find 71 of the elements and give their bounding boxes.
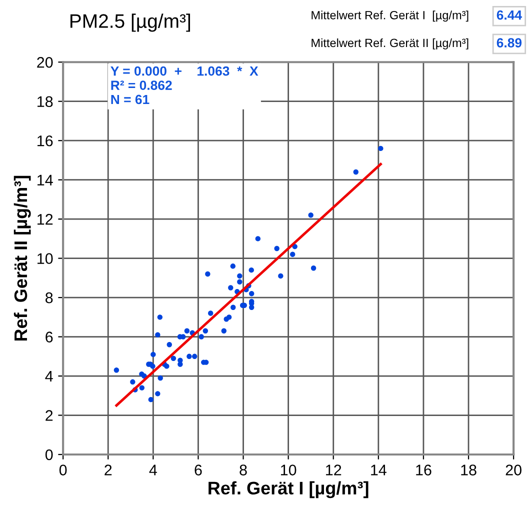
y-tick-label: 8 <box>46 292 53 304</box>
point <box>290 252 296 257</box>
annotation: R² = 0.862 <box>111 80 172 90</box>
x-tick-label: 6 <box>194 464 202 476</box>
x-tick-label: 16 <box>416 464 432 476</box>
annotation: Y = 0.000 + 1.063 * X <box>110 66 258 76</box>
point <box>378 146 384 152</box>
point <box>310 266 316 271</box>
point <box>155 391 160 396</box>
y-tick-label: 16 <box>38 135 53 146</box>
text: Mittelwert Ref. Gerät I [µg/m³] <box>312 10 468 22</box>
point <box>130 379 136 385</box>
point <box>192 354 198 360</box>
point <box>230 304 236 310</box>
point <box>228 285 234 290</box>
point <box>114 368 120 373</box>
x-tick-label: 14 <box>371 464 386 476</box>
point <box>274 246 280 252</box>
point <box>178 362 183 367</box>
point <box>278 273 284 279</box>
point <box>205 271 210 277</box>
chart-title: PM2.5 [µg/m³] <box>70 14 190 32</box>
point <box>170 356 176 361</box>
x-tick-label: 18 <box>461 464 476 476</box>
point <box>249 304 254 310</box>
point <box>166 342 172 348</box>
point <box>353 169 358 175</box>
point <box>148 396 154 402</box>
point <box>221 328 226 334</box>
text: 6.44 <box>496 10 522 20</box>
text: Mittelwert Ref. Gerät II [µg/m³] <box>312 38 468 50</box>
x-tick-label: 12 <box>326 464 342 476</box>
x-tick-label: 10 <box>280 464 296 476</box>
point <box>184 328 190 334</box>
point <box>208 310 214 316</box>
y-axis-title: Ref. Gerät II [µg/m³] <box>14 176 31 341</box>
x-tick-label: 2 <box>104 464 112 476</box>
point <box>237 273 242 279</box>
point <box>155 332 160 338</box>
point <box>157 314 163 320</box>
point <box>230 264 236 269</box>
y-tick-label: 4 <box>45 371 53 382</box>
point <box>150 364 156 369</box>
x-axis-title: Ref. Gerät I [µg/m³] <box>208 481 368 498</box>
y-tick-label: 18 <box>38 96 53 108</box>
point <box>139 385 145 390</box>
x-tick-label: 0 <box>59 464 67 476</box>
y-tick-label: 2 <box>46 410 53 421</box>
y-tick-label: 10 <box>38 253 53 264</box>
point <box>164 364 170 369</box>
point <box>158 375 163 381</box>
point <box>248 267 254 273</box>
y-tick-label: 0 <box>45 449 53 460</box>
point <box>150 352 156 358</box>
point <box>198 334 204 340</box>
x-tick-label: 20 <box>506 464 522 476</box>
y-tick-label: 14 <box>38 174 53 186</box>
y-tick-label: 6 <box>46 332 53 342</box>
point <box>255 236 261 242</box>
x-tick-label: 8 <box>240 464 247 476</box>
point <box>186 354 192 360</box>
y-tick-label: 12 <box>38 214 53 225</box>
point <box>237 279 242 284</box>
point <box>249 291 254 296</box>
y-tick-label: 20 <box>37 56 53 68</box>
annotation: N = 61 <box>111 94 150 104</box>
point <box>226 314 232 320</box>
point <box>202 328 208 334</box>
point <box>308 212 314 218</box>
x-tick-label: 4 <box>149 464 157 476</box>
text: 6.89 <box>496 38 522 48</box>
